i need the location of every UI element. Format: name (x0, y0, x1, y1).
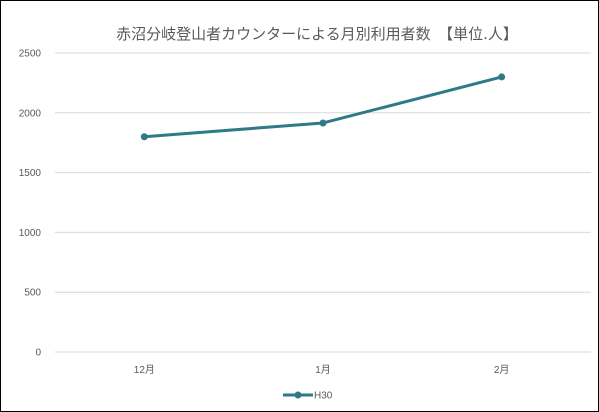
x-tick-label: 2月 (494, 364, 510, 376)
legend-label: H30 (314, 391, 333, 402)
chart-title: 赤沼分岐登山者カウンターによる月別利用者数 【単位.人】 (116, 25, 518, 43)
legend-marker (294, 391, 302, 399)
data-point (140, 133, 148, 141)
x-tick-label: 1月 (315, 364, 331, 376)
series-line (142, 75, 504, 139)
y-tick-label: 1500 (19, 168, 42, 179)
data-point (498, 73, 506, 81)
legend: H30 (283, 391, 333, 402)
y-tick-label: 2000 (19, 108, 42, 119)
y-tick-label: 1000 (19, 228, 42, 239)
data-point (319, 119, 327, 127)
series-group (140, 73, 506, 141)
x-axis-ticks: 12月 1月 2月 (134, 364, 510, 376)
y-tick-label: 0 (35, 348, 41, 359)
y-tick-label: 500 (24, 288, 41, 299)
y-axis-ticks: 0 500 1000 1500 2000 2500 (19, 49, 42, 359)
gridlines (55, 52, 591, 353)
y-tick-label: 2500 (19, 49, 42, 60)
x-tick-label: 12月 (134, 364, 155, 376)
